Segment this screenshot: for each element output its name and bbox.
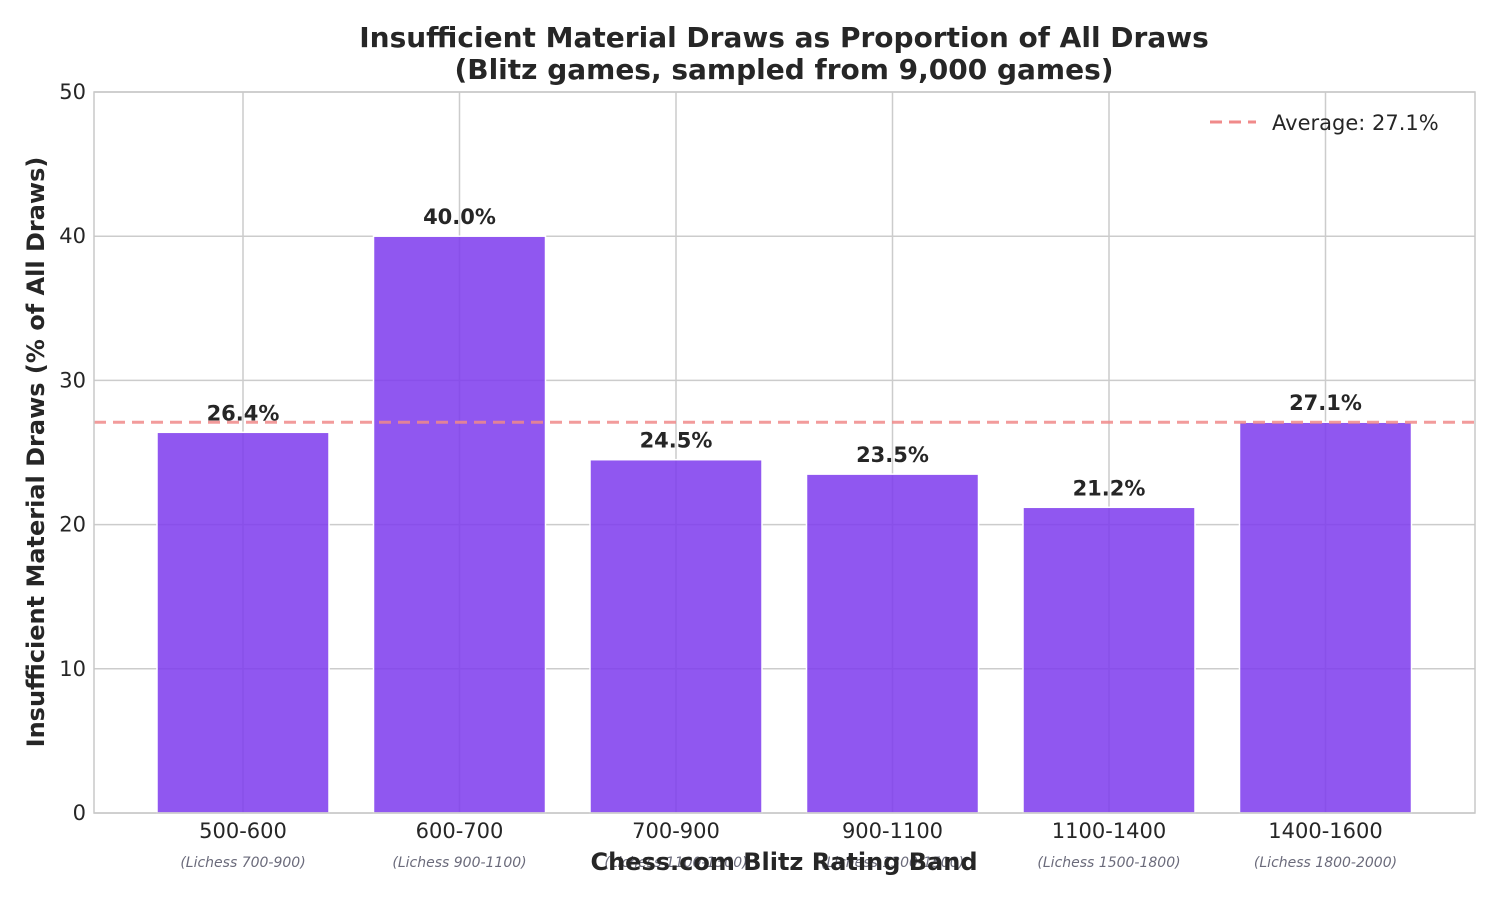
x-sub-tick-label-2: (Lichess 1100-1300) <box>604 855 747 871</box>
y-tick-label-5: 50 <box>59 80 86 104</box>
x-tick-label-1: 600-700 <box>416 819 504 843</box>
chart-title-line-1: Insufficient Material Draws as Proportio… <box>359 21 1209 54</box>
bar-1 <box>372 235 547 814</box>
x-tick-label-5: 1400-1600 <box>1268 819 1382 843</box>
x-sub-tick-label-5: (Lichess 1800-2000) <box>1254 855 1397 871</box>
data-label-3: 23.5% <box>856 443 929 467</box>
legend: Average: 27.1% <box>1210 111 1439 135</box>
y-tick-label-1: 10 <box>59 657 86 681</box>
x-tick-label-3: 900-1100 <box>842 819 943 843</box>
x-sub-tick-label-3: (Lichess 1300-1500) <box>821 855 964 871</box>
y-tick-label-4: 40 <box>59 224 86 248</box>
bar-3 <box>805 473 980 814</box>
bar-5 <box>1238 421 1413 814</box>
data-labels: 26.4% 40.0% 24.5% 23.5% 21.2% 27.1% <box>207 205 1362 500</box>
x-sub-tick-label-0: (Lichess 700-900) <box>180 855 305 871</box>
y-axis-ticks: 0 10 20 30 40 50 <box>59 80 86 825</box>
x-tick-label-4: 1100-1400 <box>1052 819 1166 843</box>
bar-2 <box>589 458 763 814</box>
bar-0 <box>156 431 330 814</box>
data-label-0: 26.4% <box>207 401 280 425</box>
x-sub-tick-label-1: (Lichess 900-1100) <box>392 855 526 871</box>
y-tick-label-2: 20 <box>59 513 86 537</box>
x-sub-tick-label-4: (Lichess 1500-1800) <box>1037 855 1180 871</box>
data-label-2: 24.5% <box>640 429 713 453</box>
bars <box>156 235 1413 814</box>
x-tick-label-0: 500-600 <box>199 819 287 843</box>
y-axis-label: Insufficient Material Draws (% of All Dr… <box>22 157 50 748</box>
chart-title-line-2: (Blitz games, sampled from 9,000 games) <box>454 53 1113 86</box>
bar-4 <box>1022 506 1196 814</box>
data-label-5: 27.1% <box>1289 391 1362 415</box>
x-axis-label: Chess.com Blitz Rating Band <box>590 848 977 876</box>
y-tick-label-0: 0 <box>73 801 86 825</box>
data-label-1: 40.0% <box>423 205 496 229</box>
legend-label-average: Average: 27.1% <box>1272 111 1439 135</box>
plot-frame <box>93 91 1476 814</box>
y-tick-label-3: 30 <box>59 368 86 392</box>
data-label-4: 21.2% <box>1073 476 1146 500</box>
x-tick-label-2: 700-900 <box>632 819 720 843</box>
x-axis-ticks: 500-600 (Lichess 700-900) 600-700 (Lichess … <box>180 819 1397 871</box>
